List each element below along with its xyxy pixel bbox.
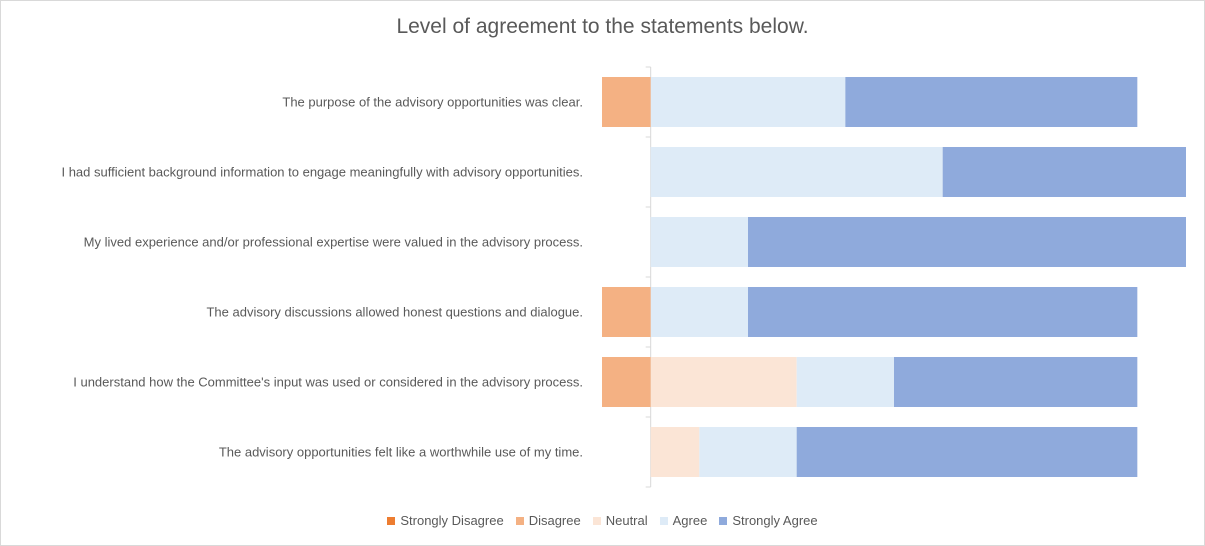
legend-swatch — [659, 516, 668, 525]
legend-swatch — [592, 516, 601, 525]
bar-segment — [602, 287, 651, 337]
chart-title: Level of agreement to the statements bel… — [396, 15, 809, 38]
bar-segment — [650, 287, 748, 337]
legend-item: Neutral — [592, 513, 648, 528]
legend-label: Neutral — [605, 513, 648, 528]
bar-segment — [796, 357, 894, 407]
bar-segment — [650, 357, 797, 407]
legend-item: Strongly Agree — [719, 513, 818, 528]
legend-swatch — [719, 516, 728, 525]
bar-segment — [650, 217, 748, 267]
legend-label: Strongly Disagree — [400, 513, 504, 528]
category-label: I had sufficient background information … — [61, 164, 583, 180]
bar-segment — [942, 147, 1186, 197]
bar-segment — [894, 357, 1138, 407]
bar-segment — [748, 217, 1186, 267]
legend-swatch — [515, 516, 524, 525]
category-label: The advisory opportunities felt like a w… — [218, 444, 583, 460]
bar-segment — [650, 427, 700, 477]
legend: Strongly Disagree Disagree Neutral Agree Str… — [1, 513, 1204, 528]
legend-label: Strongly Agree — [732, 513, 818, 528]
category-label: The purpose of the advisory opportunitie… — [282, 94, 583, 110]
legend-label: Agree — [672, 513, 708, 528]
bar-segment — [699, 427, 797, 477]
legend-item: Agree — [659, 513, 708, 528]
bar-segment — [845, 77, 1138, 127]
category-label: I understand how the Committee's input w… — [73, 374, 583, 390]
bar-segment — [650, 77, 846, 127]
category-label: The advisory discussions allowed honest … — [206, 304, 583, 320]
bar-segment — [602, 77, 651, 127]
bar-segment — [650, 147, 943, 197]
bar-segment — [748, 287, 1138, 337]
bar-segment — [602, 357, 651, 407]
legend-item: Disagree — [515, 513, 581, 528]
legend-item: Strongly Disagree — [387, 513, 504, 528]
bar-segment — [796, 427, 1138, 477]
legend-swatch — [387, 516, 396, 525]
legend-label: Disagree — [528, 513, 581, 528]
category-label: My lived experience and/or professional … — [83, 234, 583, 250]
